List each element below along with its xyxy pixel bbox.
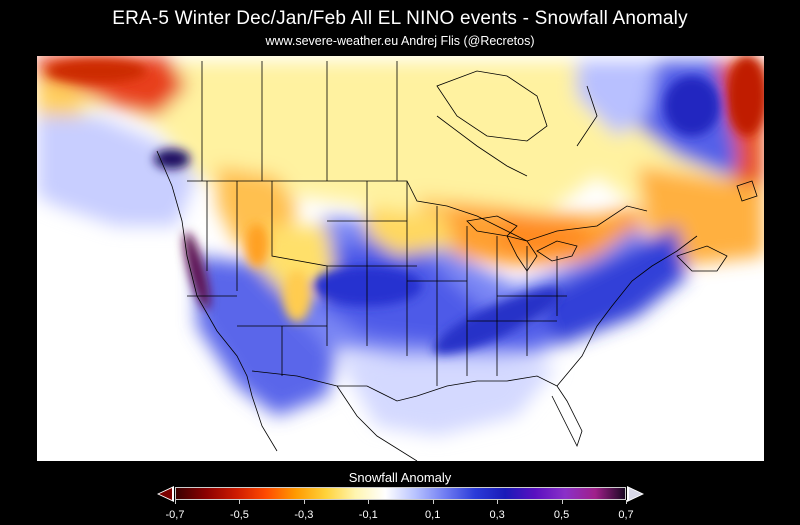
colorbar-tick-mark — [561, 500, 563, 504]
anomaly-field — [37, 56, 764, 436]
colorbar-max-arrow — [627, 486, 644, 502]
colorbar-tick-mark — [626, 500, 627, 504]
legend-title: Snowfall Anomaly — [348, 470, 452, 485]
colorbar-tick-label: 0,7 — [618, 509, 634, 521]
map-subtitle: www.severe-weather.eu Andrej Flis (@Recr… — [265, 34, 535, 48]
colorbar-tick-label: 0,1 — [425, 509, 441, 521]
snowfall-anomaly-map — [37, 56, 764, 461]
colorbar-tick-mark — [368, 500, 370, 504]
colorbar — [175, 487, 626, 500]
colorbar-tick-mark — [303, 500, 305, 504]
colorbar-tick-label: -0,5 — [229, 509, 249, 521]
colorbar-tick-mark — [497, 500, 499, 504]
colorbar-tick-label: -0,1 — [358, 509, 378, 521]
colorbar-tick-label: 0,5 — [553, 509, 570, 521]
colorbar-min-arrow — [157, 486, 174, 502]
colorbar-tick-mark — [432, 500, 434, 504]
colorbar-tick-mark — [175, 500, 176, 504]
colorbar-tick-label: 0,3 — [489, 509, 505, 521]
boundary-lines — [156, 61, 758, 461]
map-title: ERA-5 Winter Dec/Jan/Feb All EL NINO eve… — [112, 8, 688, 29]
colorbar-tick-label: -0,7 — [165, 509, 185, 521]
colorbar-tick-label: -0,3 — [294, 509, 314, 521]
colorbar-tick-mark — [239, 500, 241, 504]
